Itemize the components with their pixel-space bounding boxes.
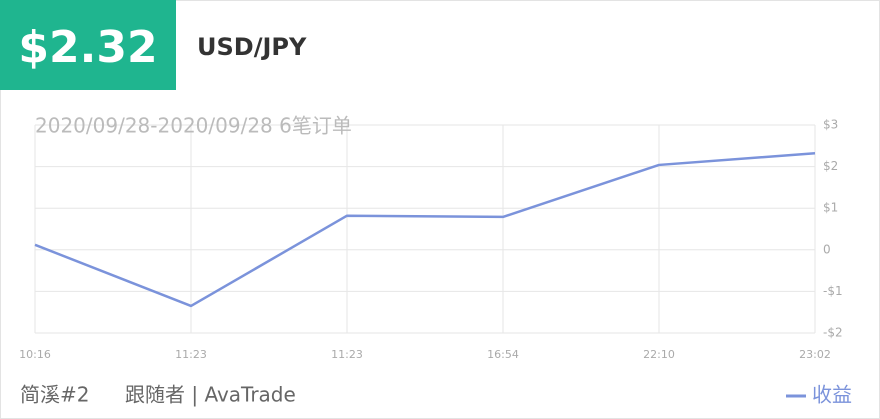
legend-label: 收益: [812, 383, 852, 407]
x-tick-label: 11:23: [331, 348, 363, 361]
follower-name: 简溪#2: [20, 383, 89, 407]
title: USD/JPY: [197, 33, 307, 61]
x-tick-label: 10:16: [19, 348, 51, 361]
subtitle: 2020/09/28-2020/09/28 6笔订单: [35, 114, 352, 138]
x-tick-label: 16:54: [487, 348, 519, 361]
y-tick-label: -$1: [823, 284, 843, 298]
x-tick-label: 23:02: [799, 348, 831, 361]
line-series: [34, 152, 816, 308]
y-tick-label: $1: [823, 201, 838, 215]
y-tick-label: $2: [823, 159, 838, 173]
amount: $2.32: [18, 22, 157, 73]
x-tick-label: 22:10: [643, 348, 675, 361]
follower-role: 跟随者 | AvaTrade: [125, 383, 296, 407]
y-tick-label: $3: [823, 118, 838, 132]
y-tick-label: 0: [823, 242, 831, 256]
y-tick-label: -$2: [823, 326, 843, 340]
amount-box: [0, 0, 176, 90]
x-tick-label: 11:23: [175, 348, 207, 361]
